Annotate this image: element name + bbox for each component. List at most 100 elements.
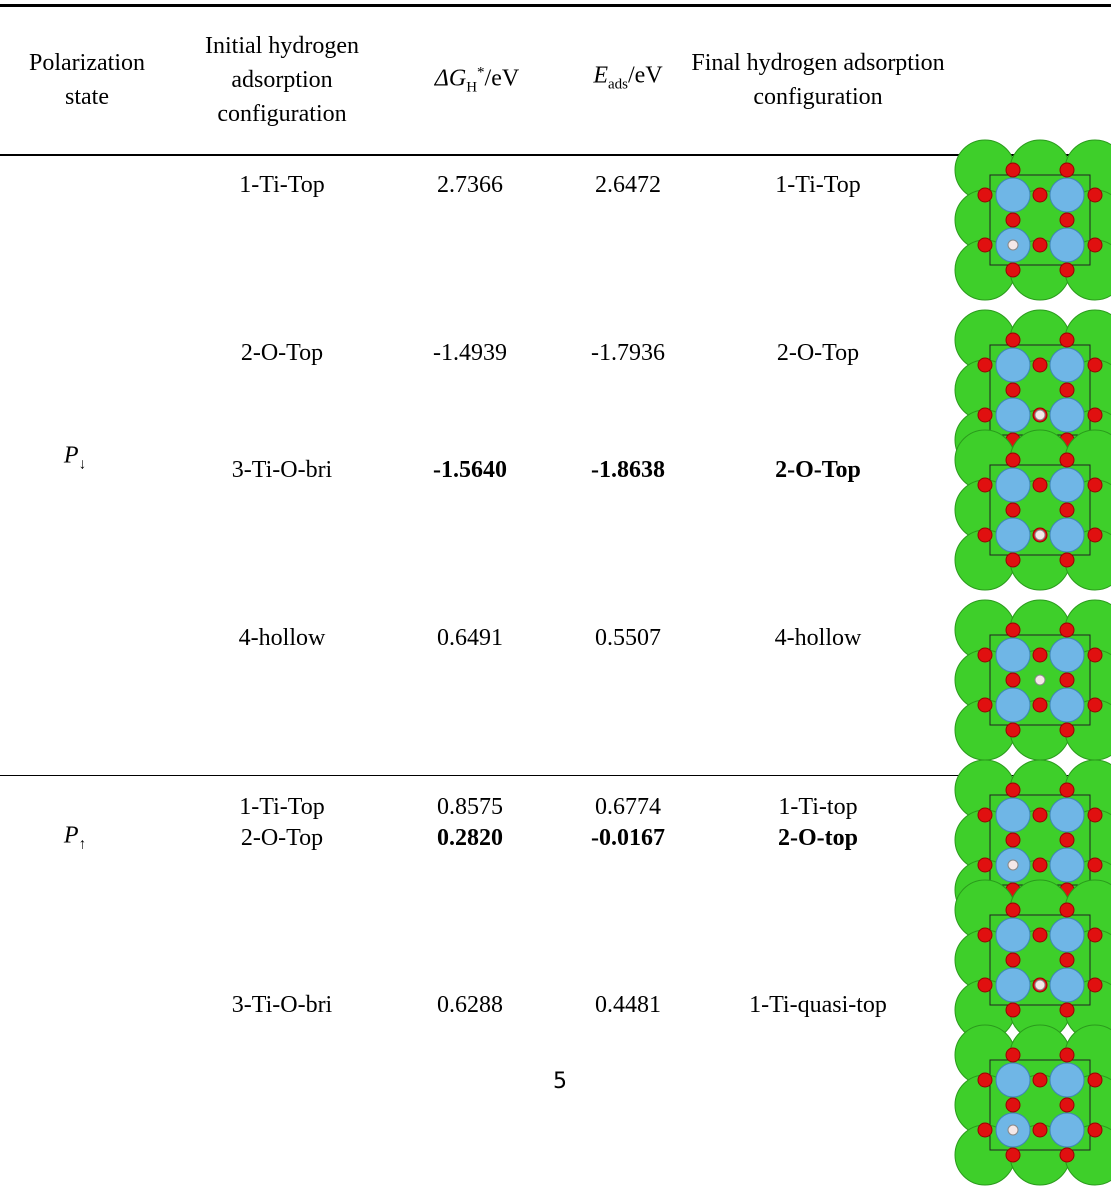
o-atom (1006, 723, 1020, 737)
cell-eads: 0.4481 (595, 988, 661, 1022)
o-atom (978, 528, 992, 542)
o-atom (1060, 553, 1074, 567)
o-atom (1006, 333, 1020, 347)
cell-text: 1-Ti-quasi-top (749, 992, 887, 1018)
o-atom (1060, 723, 1074, 737)
o-atom (978, 978, 992, 992)
header-polarization: Polarizationstate (29, 46, 145, 114)
cell-text: 1-Ti-Top (775, 172, 860, 198)
o-atom (1033, 808, 1047, 822)
h-atom (1035, 675, 1045, 685)
ti-atom (996, 398, 1030, 432)
cell-text: 0.6491 (437, 625, 503, 651)
o-atom (1060, 1148, 1074, 1162)
page-number: 5 (553, 1065, 567, 1099)
o-atom (1060, 903, 1074, 917)
o-atom (1060, 1048, 1074, 1062)
eads-symbol: E (593, 63, 608, 89)
cell-dg: 0.2820 (437, 821, 503, 855)
cell-dg: 2.7366 (437, 168, 503, 202)
dg-symbol: ΔG (435, 66, 466, 92)
cell-text: -1.4939 (433, 340, 507, 366)
dg-sub: H (466, 79, 477, 95)
o-atom (1088, 528, 1102, 542)
o-atom (1006, 1098, 1020, 1112)
o-atom (1033, 928, 1047, 942)
cell-text: 0.6774 (595, 794, 661, 820)
ti-atom (1050, 1113, 1084, 1147)
cell-text: 2-O-Top (777, 340, 859, 366)
o-atom (1006, 1048, 1020, 1062)
cell-text: 0.4481 (595, 992, 661, 1018)
cell-eads: -1.7936 (591, 336, 665, 370)
h-atom (1035, 980, 1045, 990)
o-atom (1006, 163, 1020, 177)
state-sub: ↓ (79, 456, 87, 472)
cell-initial: 3-Ti-O-bri (232, 988, 332, 1022)
ti-atom (1050, 688, 1084, 722)
page-number-text: 5 (553, 1069, 567, 1094)
cell-initial: 2-O-Top (241, 821, 323, 855)
cell-text: 2-O-Top (241, 825, 323, 851)
o-atom (1088, 358, 1102, 372)
cell-dg: -1.4939 (433, 336, 507, 370)
ti-atom (996, 918, 1030, 952)
cell-text: -1.5640 (433, 457, 507, 483)
cell-dg: -1.5640 (433, 453, 507, 487)
cell-text: -1.8638 (591, 457, 665, 483)
o-atom (1006, 1003, 1020, 1017)
o-atom (978, 238, 992, 252)
cell-text: 2-O-top (778, 825, 858, 851)
state-symbol: P (64, 443, 79, 469)
cell-eads: -0.0167 (591, 821, 665, 855)
cell-text: 4-hollow (239, 625, 326, 651)
o-atom (1033, 1073, 1047, 1087)
o-atom (1006, 503, 1020, 517)
cell-final: 1-Ti-Top (775, 168, 860, 202)
structure-images (0, 0, 1111, 1189)
h-atom (1035, 410, 1045, 420)
cell-text: -0.0167 (591, 825, 665, 851)
o-atom (1033, 1123, 1047, 1137)
cell-text: 1-Ti-Top (239, 794, 324, 820)
cell-text: 3-Ti-O-bri (232, 992, 332, 1018)
ti-atom (1050, 798, 1084, 832)
o-atom (1006, 953, 1020, 967)
o-atom (1033, 188, 1047, 202)
o-atom (1088, 928, 1102, 942)
cell-final: 1-Ti-top (778, 790, 857, 824)
cell-text: 3-Ti-O-bri (232, 457, 332, 483)
cell-text: 0.8575 (437, 794, 503, 820)
ti-atom (996, 518, 1030, 552)
h-atom (1008, 240, 1018, 250)
o-atom (1033, 648, 1047, 662)
cell-initial: 2-O-Top (241, 336, 323, 370)
o-atom (1033, 358, 1047, 372)
ti-atom (1050, 178, 1084, 212)
o-atom (1088, 1123, 1102, 1137)
cell-final: 4-hollow (775, 621, 862, 655)
ti-atom (1050, 638, 1084, 672)
o-atom (1006, 263, 1020, 277)
h-atom (1008, 1125, 1018, 1135)
cell-text: 2.7366 (437, 172, 503, 198)
ti-atom (996, 798, 1030, 832)
page: Polarizationstate Initial hydrogenadsorpt… (0, 0, 1111, 1189)
cell-dg: 0.8575 (437, 790, 503, 824)
o-atom (978, 648, 992, 662)
o-atom (1006, 783, 1020, 797)
o-atom (978, 858, 992, 872)
o-atom (1006, 213, 1020, 227)
o-atom (978, 188, 992, 202)
o-atom (1006, 833, 1020, 847)
o-atom (1060, 783, 1074, 797)
o-atom (1060, 333, 1074, 347)
dg-unit: /eV (485, 66, 520, 92)
cell-text: -1.7936 (591, 340, 665, 366)
o-atom (1088, 698, 1102, 712)
cell-text: 1-Ti-top (778, 794, 857, 820)
ti-atom (996, 638, 1030, 672)
o-atom (1088, 238, 1102, 252)
cell-eads: 0.5507 (595, 621, 661, 655)
